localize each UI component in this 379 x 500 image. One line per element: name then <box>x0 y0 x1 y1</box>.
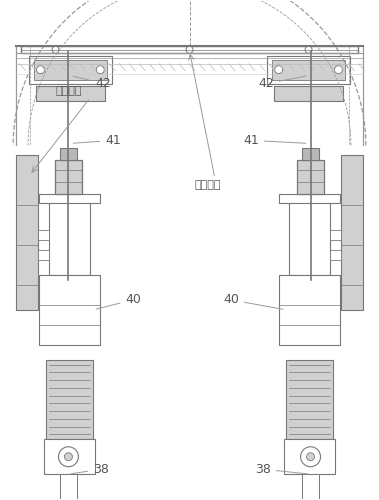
Bar <box>55 160 82 194</box>
Text: 38: 38 <box>71 462 109 475</box>
Bar <box>289 200 330 275</box>
Bar <box>20 46 359 52</box>
Bar <box>36 86 105 100</box>
Text: 42: 42 <box>73 76 111 90</box>
Bar <box>34 60 107 80</box>
Bar <box>272 60 345 80</box>
Bar <box>341 156 363 310</box>
Text: 巷道侧壁: 巷道侧壁 <box>55 86 82 96</box>
Circle shape <box>52 46 59 53</box>
Bar <box>39 275 100 344</box>
Bar <box>38 250 49 260</box>
Bar <box>49 200 90 275</box>
Circle shape <box>64 453 72 460</box>
Text: 40: 40 <box>96 294 141 309</box>
Bar <box>61 148 77 160</box>
Text: 41: 41 <box>73 134 121 147</box>
Bar <box>28 56 112 84</box>
Bar <box>61 474 77 500</box>
Text: 41: 41 <box>243 134 306 147</box>
Circle shape <box>36 66 45 74</box>
Circle shape <box>96 66 104 74</box>
Circle shape <box>305 46 312 53</box>
Bar <box>330 250 341 260</box>
Bar <box>267 56 351 84</box>
Bar <box>44 440 96 474</box>
Bar <box>286 360 334 440</box>
Text: 42: 42 <box>258 76 306 90</box>
Bar <box>330 230 341 240</box>
Text: 38: 38 <box>255 462 308 475</box>
Circle shape <box>301 447 321 466</box>
Bar <box>274 86 343 100</box>
Bar <box>39 194 100 203</box>
Text: 巷道地面: 巷道地面 <box>195 180 221 190</box>
Bar <box>279 194 340 203</box>
Circle shape <box>307 453 315 460</box>
Bar <box>45 360 93 440</box>
Bar <box>38 230 49 240</box>
Bar <box>279 275 340 344</box>
Circle shape <box>275 66 283 74</box>
Bar <box>283 440 335 474</box>
Circle shape <box>58 447 78 466</box>
Text: 40: 40 <box>223 294 283 310</box>
Bar <box>16 156 38 310</box>
Bar <box>302 474 318 500</box>
Circle shape <box>334 66 343 74</box>
Circle shape <box>186 46 193 53</box>
Bar <box>302 148 318 160</box>
Bar <box>297 160 324 194</box>
